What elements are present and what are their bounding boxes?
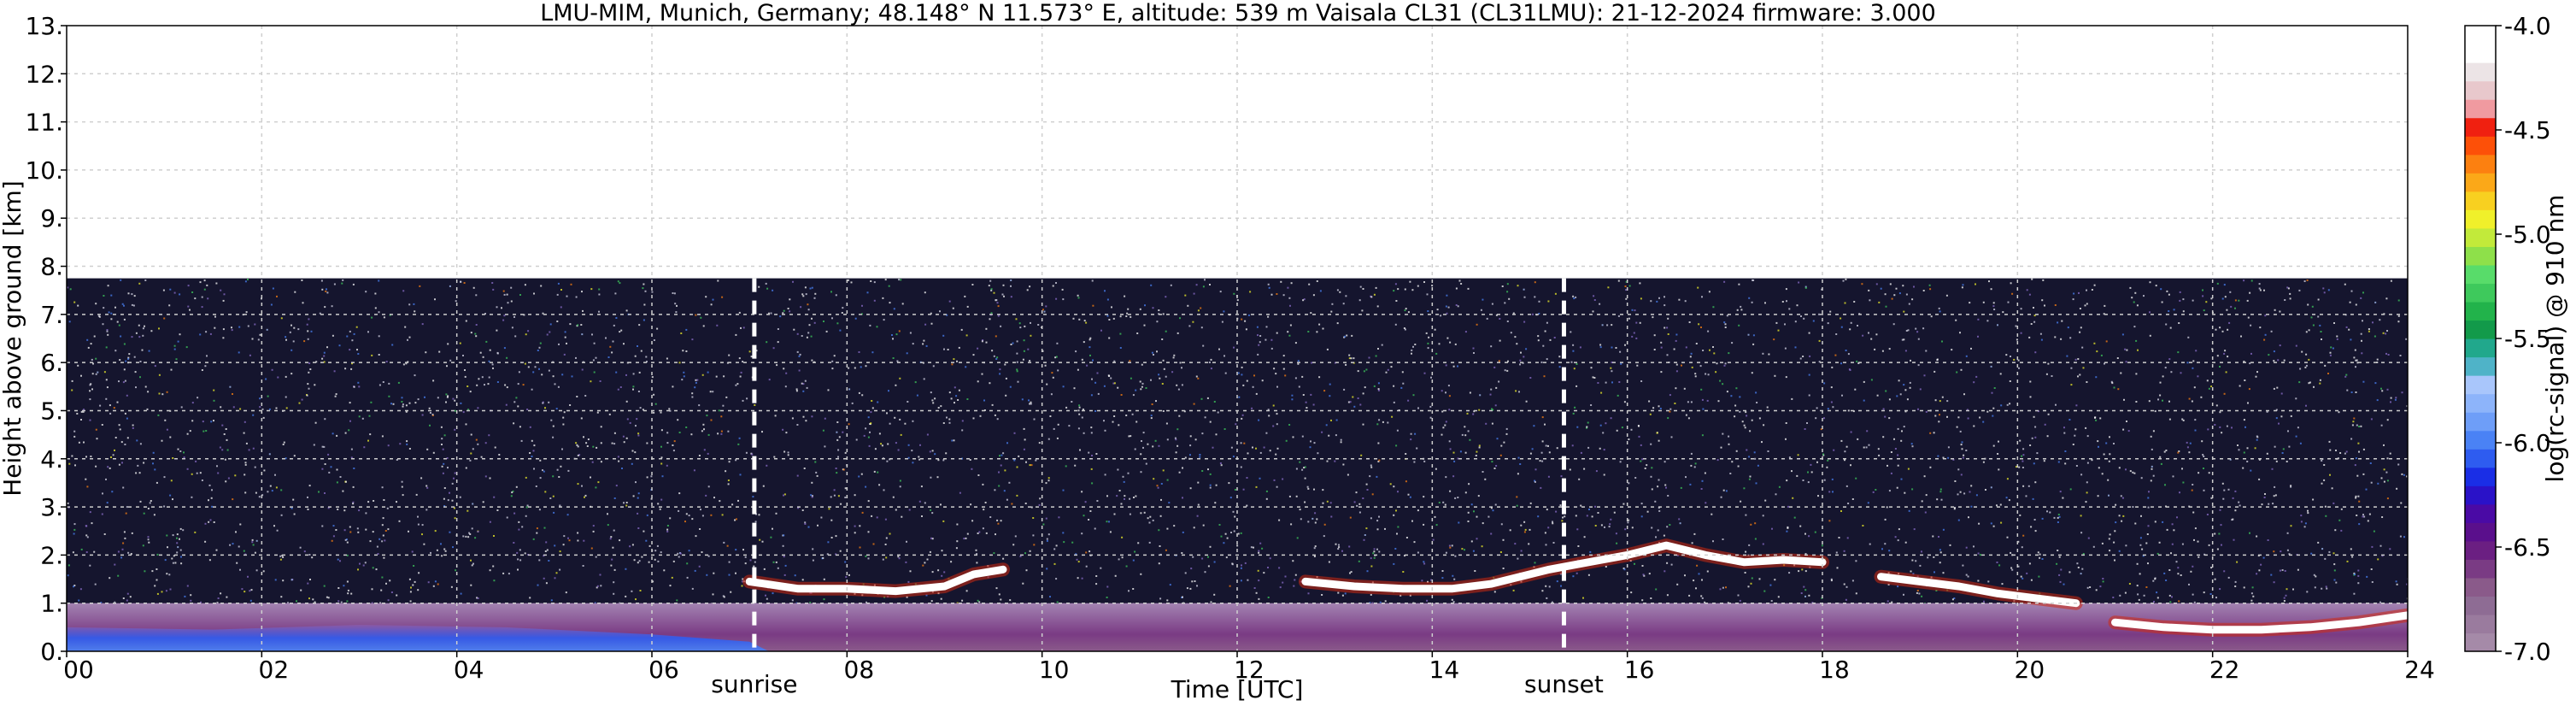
colorbar-segment <box>2465 467 2496 486</box>
y-axis-label: Height above ground [km] <box>0 180 26 497</box>
colorbar-segment <box>2465 264 2496 285</box>
marker-label-sunrise: sunrise <box>711 670 797 698</box>
colorbar-tick-label: -7.0 <box>2504 638 2551 666</box>
colorbar-segment <box>2465 44 2496 63</box>
colorbar-segment <box>2465 485 2496 505</box>
colorbar-segment <box>2465 393 2496 413</box>
colorbar <box>2464 25 2497 652</box>
sun-marker-lines <box>752 278 1566 651</box>
y-tick-label: 8. <box>40 253 63 281</box>
colorbar-segment <box>2465 283 2496 303</box>
y-tick-label: 4. <box>40 445 63 474</box>
x-tick-label: 00 <box>63 656 94 684</box>
colorbar-segment <box>2465 80 2496 100</box>
x-tick-label: 12 <box>1234 656 1265 684</box>
colorbar-segment <box>2465 62 2496 82</box>
y-tick-label: 3. <box>40 493 63 521</box>
y-tick-label: 1. <box>40 590 63 618</box>
y-tick-label: 10. <box>25 156 63 185</box>
x-tick-label: 14 <box>1429 656 1460 684</box>
colorbar-segment <box>2465 301 2496 321</box>
x-tick-label: 08 <box>844 656 875 684</box>
colorbar-tick-label: -5.5 <box>2504 325 2551 353</box>
colorbar-segment <box>2465 136 2496 156</box>
colorbar-segment <box>2465 99 2496 119</box>
colorbar-segment <box>2465 412 2496 432</box>
colorbar-segment <box>2465 449 2496 468</box>
cloud-layer-3 <box>2111 611 2408 634</box>
y-tick-label: 13. <box>25 12 63 40</box>
colorbar-segment <box>2465 503 2496 523</box>
colorbar-segment <box>2465 338 2496 358</box>
colorbar-segment <box>2465 577 2496 597</box>
colorbar-tick-label: -6.0 <box>2504 429 2551 457</box>
y-tick-label: 7. <box>40 301 63 329</box>
colorbar-segment <box>2465 614 2496 634</box>
y-tick-label: 9. <box>40 204 63 232</box>
y-tick-label: 2. <box>40 541 63 569</box>
colorbar-segment <box>2465 559 2496 579</box>
x-tick-label: 20 <box>2015 656 2045 684</box>
plot-area <box>67 26 2408 651</box>
colorbar-ticks: -7.0 -6.5 -6.0 -5.5 -5.0 -4.5 -4.0 <box>2496 12 2551 666</box>
colorbar-segment <box>2465 117 2496 137</box>
colorbar-tick-label: -4.0 <box>2504 12 2551 40</box>
colorbar-segment <box>2465 522 2496 542</box>
x-tick-label: 04 <box>454 656 484 684</box>
x-tick-label: 24 <box>2404 656 2435 684</box>
colorbar-segment <box>2465 154 2496 174</box>
chart-title: LMU-MIM, Munich, Germany; 48.148° N 11.5… <box>540 0 1936 26</box>
colorbar-segment <box>2465 430 2496 450</box>
sun-marker-labels: sunrise sunset <box>711 670 1604 698</box>
colorbar-tick-label: -6.5 <box>2504 533 2551 562</box>
cloud-layer-1 <box>1301 541 1827 593</box>
x-tick-label: 22 <box>2209 656 2240 684</box>
colorbar-segment <box>2465 26 2496 45</box>
colorbar-segment <box>2465 632 2496 652</box>
colorbar-segment <box>2465 173 2496 192</box>
colorbar-segment <box>2465 596 2496 615</box>
y-tick-label: 5. <box>40 397 63 425</box>
y-tick-label: 6. <box>40 349 63 377</box>
cloud-layer-2 <box>1877 573 2080 608</box>
y-tick-label: 12. <box>25 60 63 88</box>
x-tick-label: 06 <box>648 656 679 684</box>
colorbar-label: log(rc-signal) @ 910 nm <box>2541 195 2569 483</box>
colorbar-segment <box>2465 246 2496 266</box>
marker-label-sunset: sunset <box>1524 670 1604 698</box>
x-axis: 00 02 04 06 08 10 12 14 16 18 20 22 24 <box>63 651 2435 684</box>
cloud-layers <box>742 538 2408 637</box>
boundary-layer-core <box>67 625 769 651</box>
cloud-layer-0 <box>745 565 1007 596</box>
colorbar-segment <box>2465 191 2496 210</box>
x-tick-label: 16 <box>1624 656 1655 684</box>
colorbar-segment <box>2465 227 2496 247</box>
colorbar-tick-label: -5.0 <box>2504 221 2551 249</box>
colorbar-segment <box>2465 320 2496 339</box>
x-axis-label: Time [UTC] <box>1171 675 1304 703</box>
y-tick-label: 0. <box>40 638 63 666</box>
x-tick-label: 02 <box>259 656 290 684</box>
colorbar-segment <box>2465 356 2496 376</box>
x-tick-label: 10 <box>1039 656 1070 684</box>
colorbar-segment <box>2465 375 2496 395</box>
colorbar-tick-label: -4.5 <box>2504 116 2551 144</box>
x-tick-label: 18 <box>1819 656 1850 684</box>
y-axis: 0. 1. 2. 3. 4. 5. 6. 7. 8. 9. 10. 11. 12. 13. <box>25 12 67 666</box>
grid-lines <box>67 26 2408 651</box>
colorbar-segment <box>2465 209 2496 229</box>
colorbar-segment <box>2465 540 2496 560</box>
y-tick-label: 11. <box>25 109 63 137</box>
